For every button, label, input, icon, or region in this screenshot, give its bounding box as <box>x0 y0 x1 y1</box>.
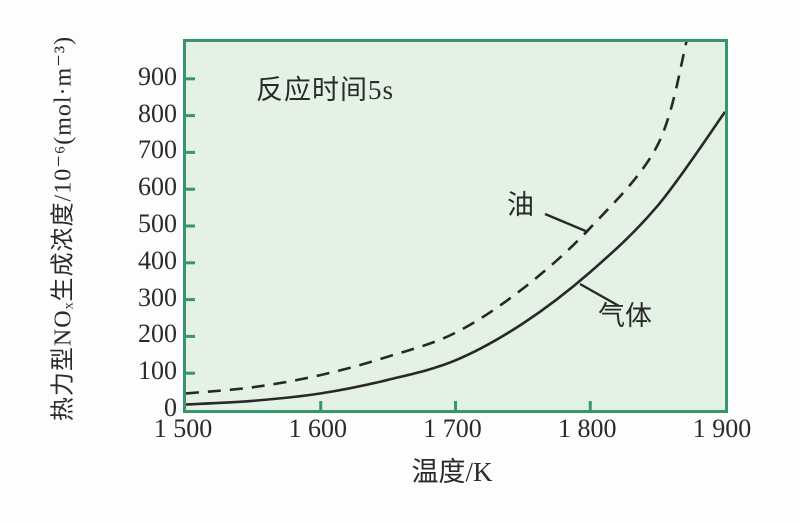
oil-label-leader-line <box>544 212 589 234</box>
plot-area: 反应时间5s 油 气体 <box>183 39 728 413</box>
y-tick-label: 200 <box>138 319 177 349</box>
curves-svg <box>186 42 725 410</box>
y-tick-label: 500 <box>138 209 177 238</box>
annotation-reaction-time: 反应时间5s <box>256 75 395 105</box>
series-label-oil: 油 <box>507 190 534 220</box>
y-tick-label: 900 <box>138 61 177 91</box>
curve-oil <box>186 42 688 395</box>
y-tick-label: 300 <box>138 282 177 312</box>
x-axis-title: 温度/K <box>411 457 493 487</box>
x-tick-label: 1 700 <box>423 414 482 443</box>
y-axis-title: 热力型NOₓ生成浓度/10⁻⁶(mol·m⁻³) <box>50 35 77 422</box>
curve-gas <box>186 111 725 406</box>
x-tick-label: 1 500 <box>153 414 213 443</box>
series-label-gas: 气体 <box>598 301 652 331</box>
y-tick-label: 700 <box>138 135 177 165</box>
y-tick-label: 400 <box>138 245 177 275</box>
y-tick-label: 600 <box>138 172 177 202</box>
y-tick-label: 800 <box>138 98 177 128</box>
x-tick-label: 1 600 <box>288 414 348 443</box>
y-tick-label: 0 <box>164 393 177 422</box>
y-tick-label: 100 <box>138 356 177 386</box>
gas-label-leader-line <box>579 282 620 308</box>
x-tick-label: 1 900 <box>692 414 752 443</box>
x-tick-label: 1 800 <box>558 414 617 443</box>
